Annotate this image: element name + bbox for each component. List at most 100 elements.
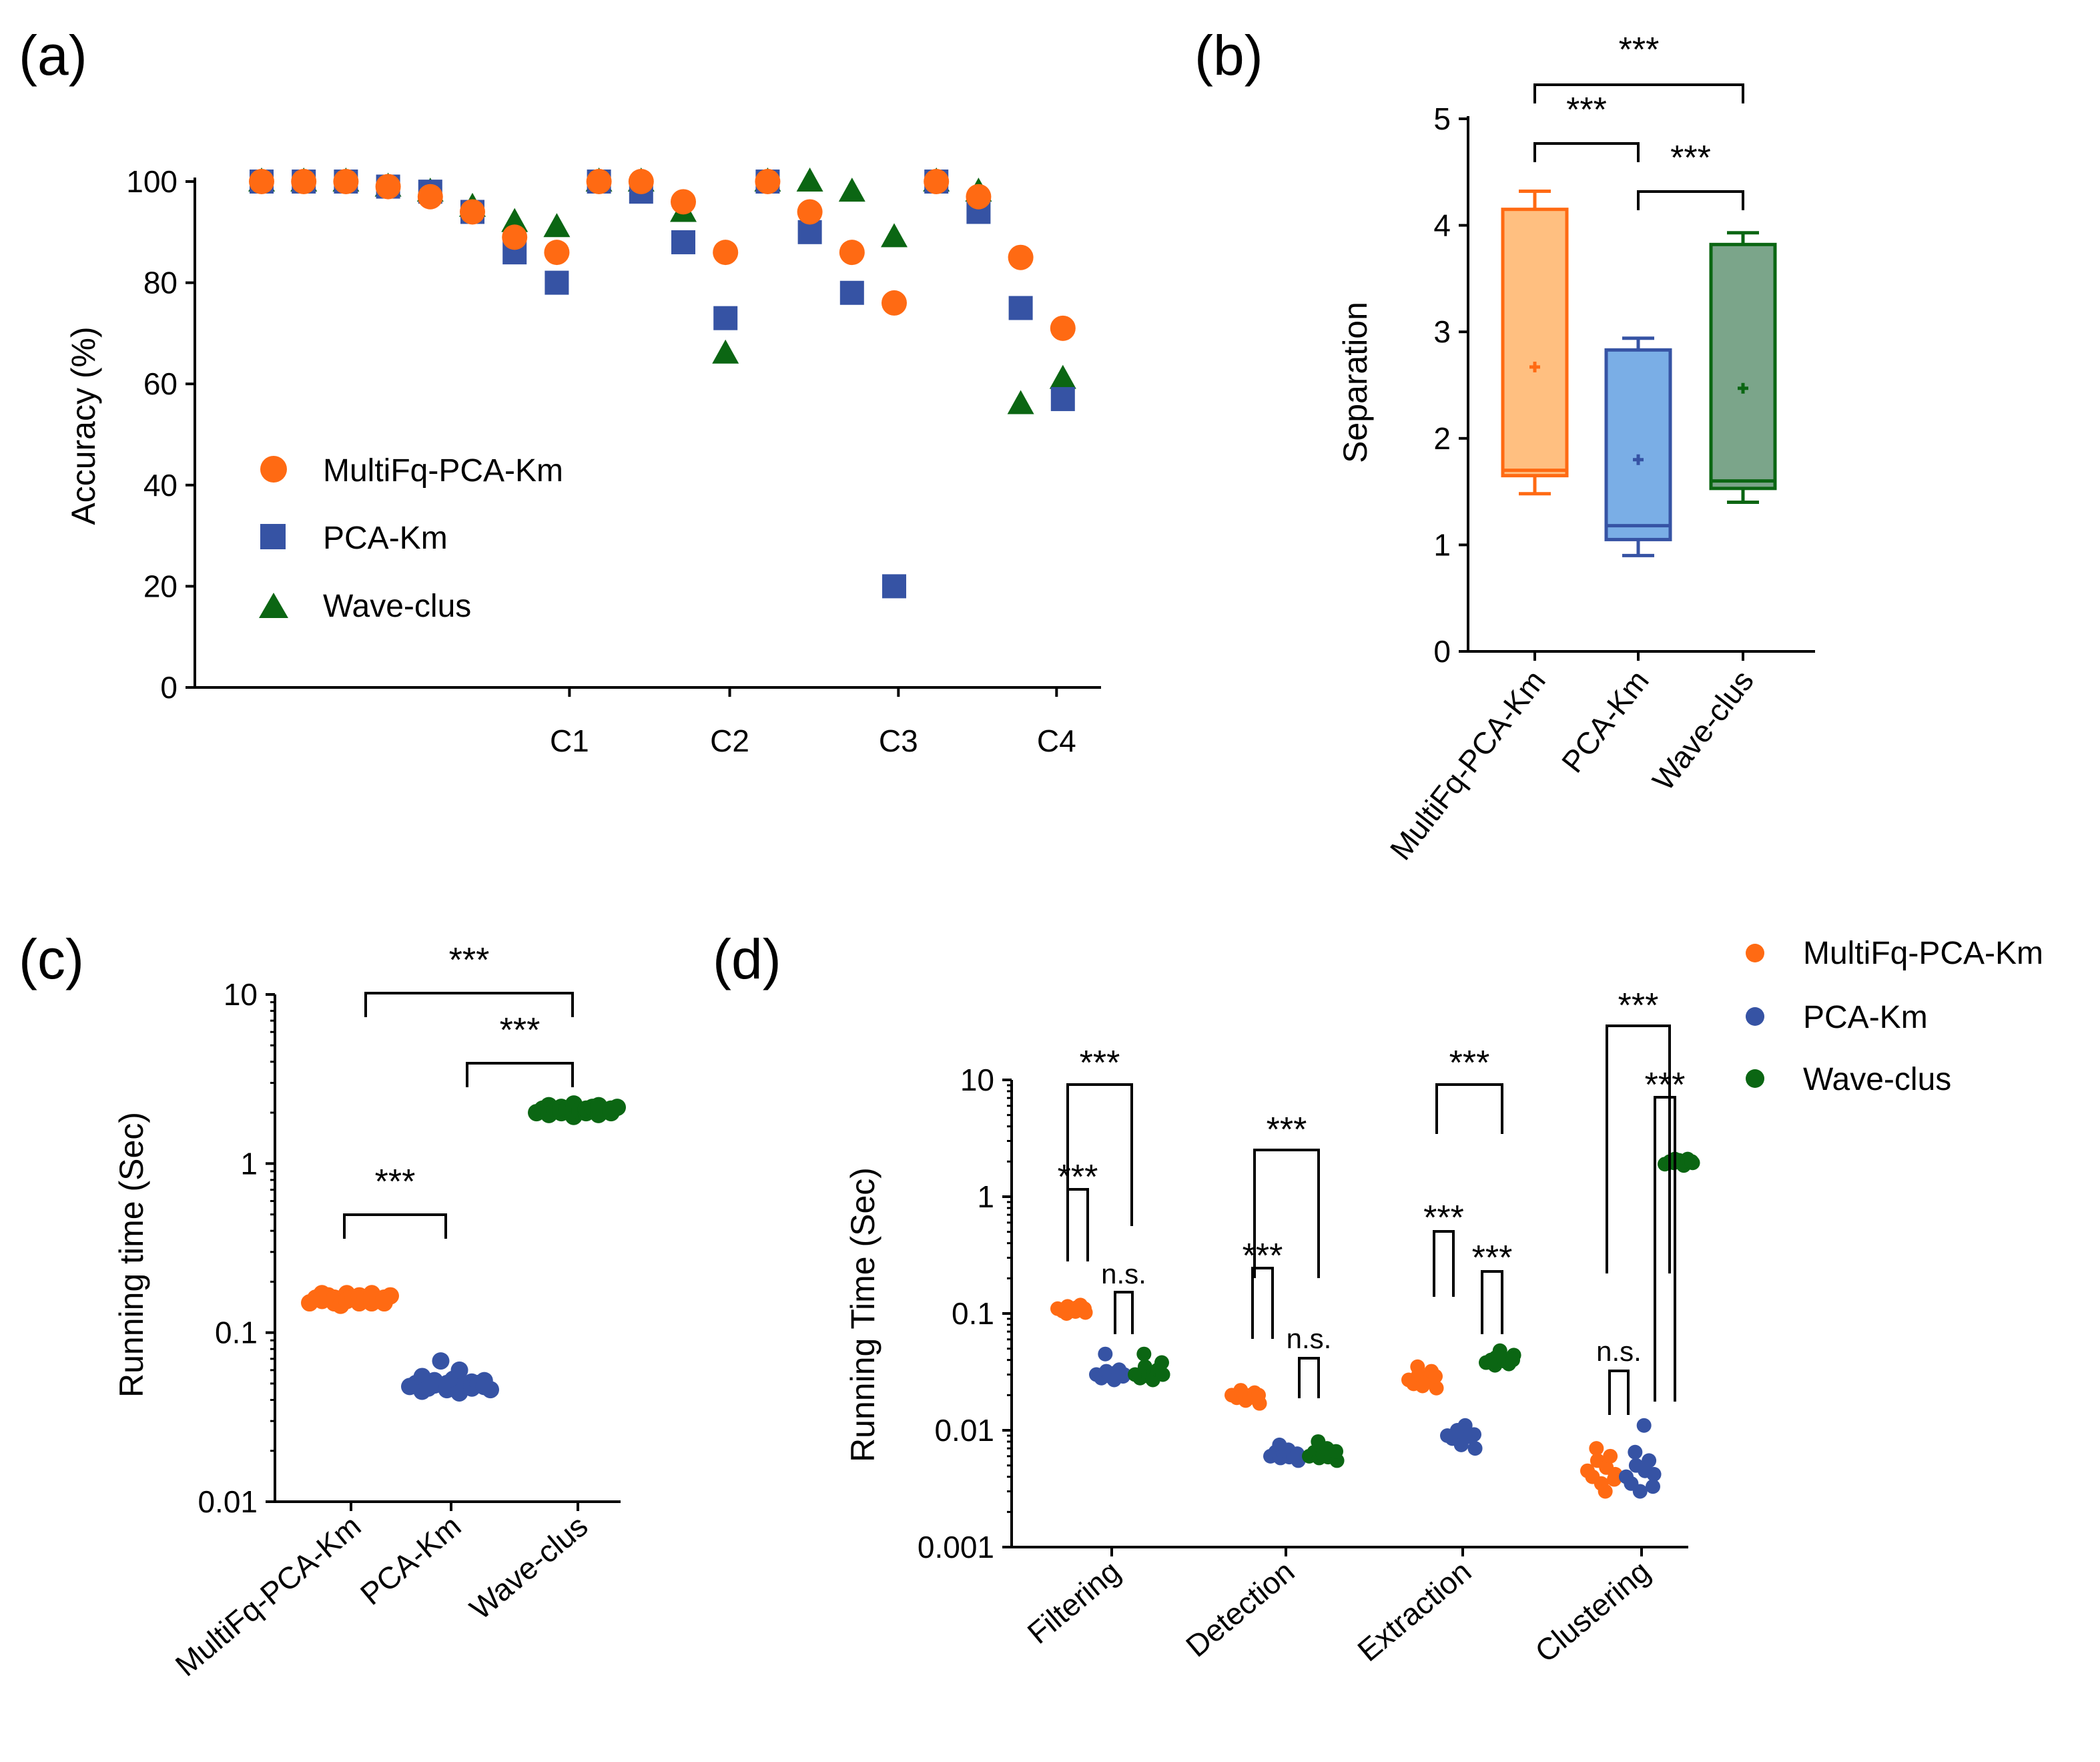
panel-b-y-tick-label: 0 (1433, 634, 1451, 669)
legend-d-pca-label: PCA-Km (1803, 1000, 1928, 1035)
panel-a-point-multifq (460, 199, 485, 225)
legend-d-wave-marker (1746, 1069, 1764, 1088)
panel-b-y-tick-label: 4 (1433, 208, 1451, 243)
panel-d-significance-bracket (1066, 1083, 1133, 1226)
panel-d-point-pca (1646, 1466, 1662, 1482)
panel-a-point-pca (713, 306, 738, 330)
panel-label-d: (d) (713, 928, 781, 990)
legend-a-wave-label: Wave-clus (323, 589, 471, 624)
panel-a-point-multifq (839, 240, 865, 266)
legend-a-pca-marker (260, 524, 286, 549)
panel-c-significance-bracket (343, 1213, 447, 1239)
panel-d-y-tick-label: 0.001 (918, 1530, 994, 1564)
panel-a-point-multifq (586, 169, 612, 194)
panel-a-point-pca (882, 574, 906, 599)
panel-a-point-multifq (797, 199, 823, 225)
panel-a-legend: MultiFq-PCA-Km PCA-Km Wave-clus (259, 453, 563, 624)
panel-a-y-tick-label: 20 (143, 569, 178, 603)
panel-c-x-tick-label: PCA-Km (354, 1508, 467, 1612)
panel-a-point-multifq (544, 240, 570, 266)
panel-a-point-pca (1050, 386, 1075, 411)
panel-d-significance-bracket (1433, 1230, 1455, 1297)
legend-d-pca-marker (1746, 1007, 1764, 1026)
panel-d-significance-bracket (1066, 1188, 1089, 1261)
panel-b-significance-bracket (1533, 142, 1640, 162)
panel-d-point-pca (1098, 1346, 1113, 1362)
panel-a-y-tick-label: 100 (126, 164, 178, 199)
panel-a-point-wave (796, 168, 823, 192)
legend-a-pca-label: PCA-Km (323, 521, 448, 556)
panel-c-significance-label: *** (449, 941, 490, 980)
panel-d-significance-bracket (1253, 1149, 1320, 1278)
panel-a-point-wave (881, 223, 908, 248)
panel-c-significance-label: *** (375, 1163, 416, 1201)
panel-d-point-multifq (1589, 1441, 1604, 1456)
panel-c-significance-bracket (466, 1062, 574, 1087)
panel-d-point-pca (1467, 1441, 1483, 1456)
panel-label-c: (c) (19, 928, 84, 990)
panel-d-y-tick-label: 0.1 (952, 1296, 994, 1331)
panel-d-significance-label: *** (1058, 1158, 1098, 1197)
panel-d-significance-bracket (1481, 1270, 1503, 1334)
panel-d-point-multifq (1603, 1448, 1618, 1464)
panel-a-point-wave (501, 208, 529, 232)
panel-b-box-multifq (1501, 208, 1569, 478)
legend-a-multifq-label: MultiFq-PCA-Km (323, 453, 563, 489)
panel-d-significance-label: *** (1423, 1199, 1464, 1237)
panel-d-significance-label: *** (1618, 986, 1659, 1025)
panel-a-point-multifq (1050, 315, 1076, 341)
panel-d-significance-bracket (1114, 1291, 1134, 1334)
legend-d-wave-label: Wave-clus (1803, 1062, 1951, 1097)
panel-a-y-tick-label: 60 (143, 366, 178, 401)
panel-b-x-tick-label: PCA-Km (1555, 663, 1656, 779)
panel-c-x-tick-label: MultiFq-PCA-Km (169, 1508, 368, 1683)
panel-b-x-tick-label: MultiFq-PCA-Km (1383, 663, 1551, 866)
panel-b-box-wave (1709, 242, 1777, 491)
panel-d-point-pca (1636, 1418, 1652, 1433)
panel-d-y-tick-label: 10 (960, 1063, 994, 1097)
panel-a-point-wave (1049, 364, 1076, 389)
panel-d-point-pca (1290, 1446, 1305, 1462)
panel-a-point-pca (545, 270, 569, 295)
panel-a-point-wave (838, 178, 865, 202)
panel-d-x-tick-label: Clustering (1528, 1554, 1656, 1669)
panel-d-point-pca (1467, 1427, 1481, 1442)
panel-c-point-pca (432, 1352, 450, 1370)
panel-d-significance-bracket (1608, 1370, 1630, 1415)
panel-b-y-label: Separation (1337, 302, 1374, 463)
panel-b-y-tick-label: 5 (1433, 101, 1451, 136)
panel-a-point-pca (1008, 296, 1033, 320)
panel-d-point-pca (1628, 1444, 1643, 1460)
panel-d-legend: MultiFq-PCA-Km PCA-Km Wave-clus (1746, 936, 2043, 1097)
legend-a-wave-marker (259, 593, 288, 618)
panel-d-significance-label: *** (1449, 1044, 1490, 1083)
panel-c-point-multifq (382, 1287, 399, 1305)
panel-d-point-pca (1646, 1479, 1660, 1494)
panel-d-point-wave (1505, 1352, 1520, 1368)
panel-a-x-tick-label: C2 (710, 723, 749, 758)
legend-d-multifq-marker (1746, 944, 1764, 962)
panel-a-x-tick-label: C3 (879, 723, 918, 758)
panel-c-x-tick-label: Wave-clus (463, 1508, 595, 1627)
panel-a-y-label: Accuracy (%) (65, 326, 102, 525)
panel-d-significance-bracket (1435, 1083, 1503, 1134)
panel-d-significance-bracket (1251, 1267, 1274, 1339)
panel-d-point-multifq (1410, 1359, 1425, 1374)
panel-d-x-tick-label: Detection (1179, 1554, 1301, 1664)
panel-d-point-pca (1632, 1484, 1648, 1499)
panel-c-point-pca (482, 1381, 499, 1399)
legend-a-multifq-marker (260, 456, 287, 483)
panel-a-y-tick-label: 40 (143, 468, 178, 503)
panel-b-mean-marker (1738, 382, 1748, 394)
panel-b-significance-label: *** (1566, 91, 1607, 129)
panel-a-point-pca (671, 230, 695, 254)
panel-d-point-multifq (1429, 1380, 1444, 1396)
panel-c-y-tick-label: 1 (240, 1146, 258, 1181)
panel-b-significance-bracket (1637, 190, 1744, 210)
panel-d-y-label: Running Time (Sec) (844, 1167, 882, 1462)
panel-d-point-pca (1642, 1453, 1657, 1468)
panel-d-y-tick-label: 1 (977, 1179, 994, 1214)
panel-a-point-multifq (291, 169, 317, 194)
panel-a-y-tick-label: 0 (160, 670, 178, 705)
